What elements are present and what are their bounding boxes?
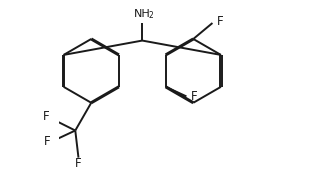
Text: F: F xyxy=(43,110,49,123)
Text: 2: 2 xyxy=(149,11,154,20)
Text: F: F xyxy=(44,135,51,148)
Text: F: F xyxy=(217,15,224,28)
Text: NH: NH xyxy=(134,9,151,19)
Text: F: F xyxy=(75,157,82,170)
Text: F: F xyxy=(191,90,198,103)
